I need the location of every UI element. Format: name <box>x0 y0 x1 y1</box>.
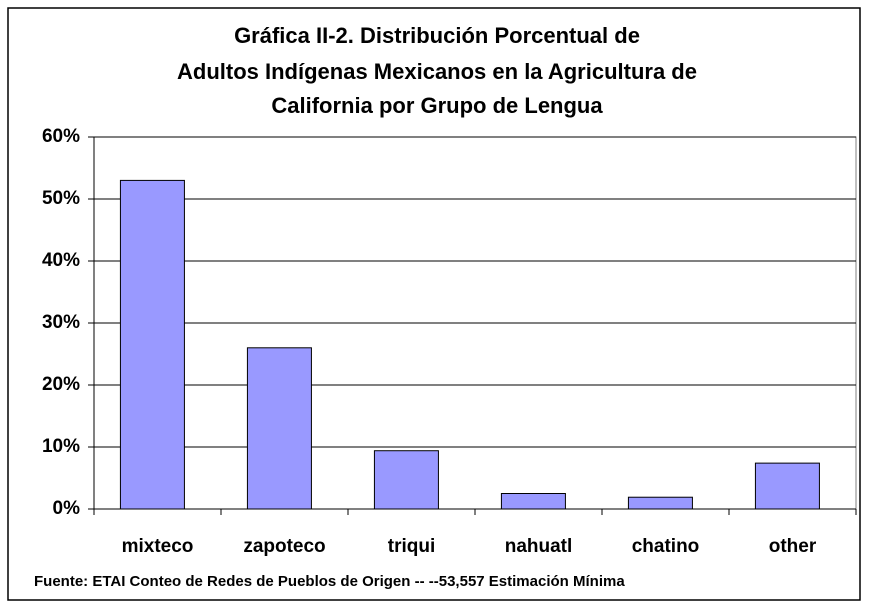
chart-title: Adultos Indígenas Mexicanos en la Agricu… <box>177 59 697 84</box>
bar <box>754 462 820 510</box>
y-tick-label: 30% <box>42 312 80 333</box>
x-tick-label: zapoteco <box>243 536 325 557</box>
bar <box>246 347 312 510</box>
y-tick-label: 10% <box>42 436 80 457</box>
x-tick-label: triqui <box>388 536 436 557</box>
y-tick-label: 60% <box>42 126 80 147</box>
footnote: Fuente: ETAI Conteo de Redes de Pueblos … <box>34 573 625 590</box>
y-tick-label: 0% <box>53 498 81 519</box>
x-tick-label: nahuatl <box>505 536 573 557</box>
bar <box>373 450 439 510</box>
x-tick-label: mixteco <box>122 536 194 557</box>
x-tick-label: other <box>769 536 817 557</box>
y-tick-label: 40% <box>42 250 80 271</box>
y-tick-label: 20% <box>42 374 80 395</box>
chart-title: Gráfica II-2. Distribución Porcentual de <box>234 23 640 48</box>
y-tick-label: 50% <box>42 188 80 209</box>
bar <box>627 496 693 510</box>
chart-title: California por Grupo de Lengua <box>271 93 603 118</box>
bar <box>500 493 566 510</box>
x-tick-label: chatino <box>632 536 700 557</box>
bar <box>119 179 185 510</box>
